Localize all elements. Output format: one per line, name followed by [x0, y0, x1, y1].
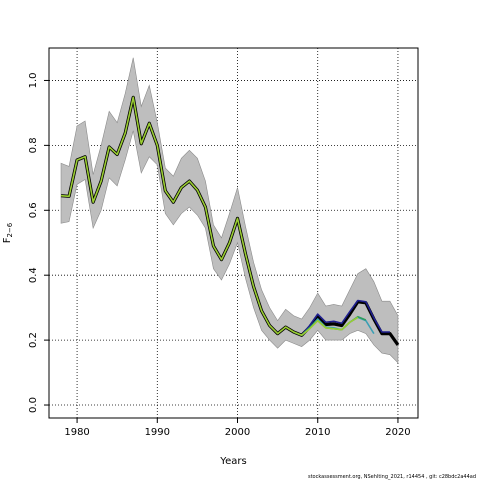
- x-tick-label: 2000: [225, 427, 250, 438]
- series-lines-group: [60, 95, 400, 346]
- series-line-1: [301, 299, 390, 336]
- x-tick-label: 1980: [64, 427, 89, 438]
- x-tick-label: 1990: [145, 427, 170, 438]
- x-tick-label: 2020: [385, 427, 410, 438]
- footer-credit: stockassessment.org, NSehlting_2021, r14…: [308, 474, 476, 480]
- series-line-4: [60, 96, 359, 337]
- y-axis-ticks: 0.0 0.2 0.4 0.6 0.8 1.0: [28, 73, 49, 413]
- y-axis-title: F2−6: [2, 222, 14, 243]
- y-tick-label: 0.2: [28, 332, 39, 348]
- y-axis-title-subscript: 2−6: [6, 222, 14, 237]
- y-tick-label: 0.4: [28, 267, 39, 283]
- x-axis-title: Years: [219, 456, 246, 467]
- x-tick-label: 2010: [305, 427, 330, 438]
- plot-frame: [48, 47, 419, 419]
- y-tick-label: 0.8: [28, 137, 39, 153]
- y-tick-label: 1.0: [28, 73, 39, 89]
- y-axis-title-main: F: [2, 237, 13, 243]
- x-axis-ticks: 1980 1990 2000 2010 2020: [64, 418, 411, 438]
- y-tick-label: 0.0: [28, 397, 39, 413]
- y-tick-label: 0.6: [28, 202, 39, 218]
